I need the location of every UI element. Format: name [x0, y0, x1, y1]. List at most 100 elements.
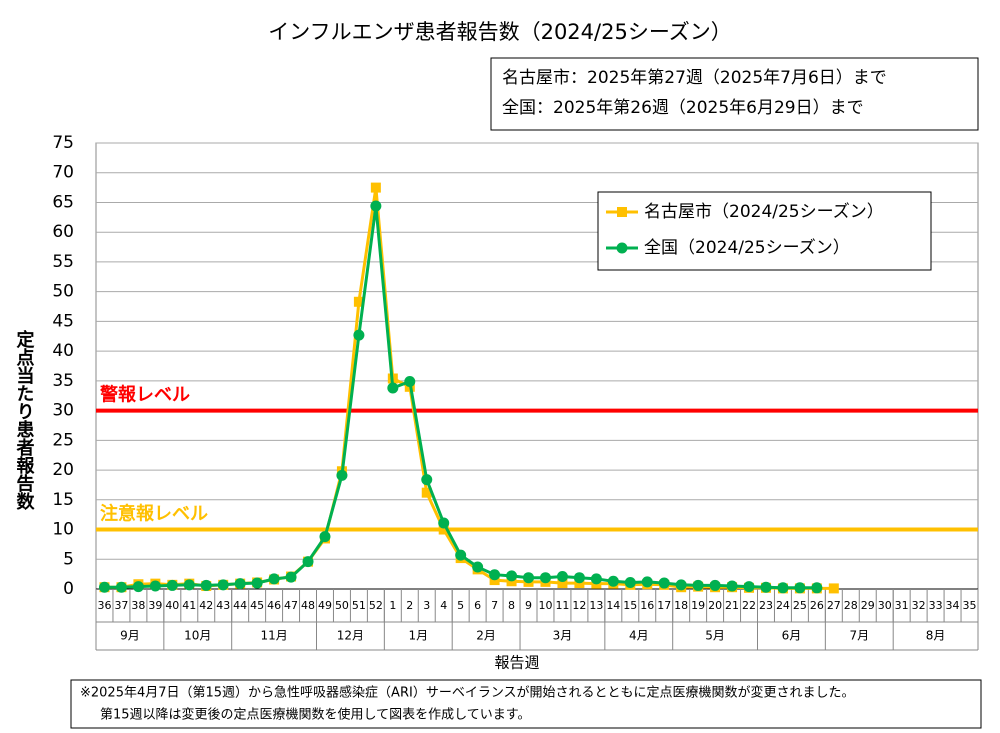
point-marker — [489, 569, 501, 581]
y-tick-label: 60 — [52, 222, 74, 242]
point-marker — [149, 580, 161, 592]
point-marker — [506, 570, 518, 582]
x-tick-label: 18 — [674, 599, 688, 612]
point-marker — [523, 572, 535, 584]
x-tick-label: 1 — [389, 599, 396, 612]
chart-title: インフルエンザ患者報告数（2024/25シーズン） — [268, 20, 732, 44]
point-marker — [709, 579, 721, 591]
month-label: 6月 — [782, 629, 802, 643]
x-tick-label: 10 — [538, 599, 552, 612]
x-tick-label: 43 — [216, 599, 230, 612]
x-tick-label: 5 — [457, 599, 464, 612]
month-label: 8月 — [926, 629, 946, 643]
y-tick-label: 40 — [52, 341, 74, 361]
reference-label: 警報レベル — [100, 384, 190, 406]
y-tick-label: 20 — [52, 460, 74, 480]
x-tick-label: 31 — [895, 599, 909, 612]
x-tick-label: 48 — [301, 599, 315, 612]
legend-marker — [617, 207, 627, 217]
month-label: 4月 — [629, 629, 649, 643]
point-marker — [285, 571, 297, 583]
month-label: 12月 — [337, 629, 364, 643]
point-marker — [302, 556, 314, 568]
month-label: 1月 — [408, 629, 428, 643]
info-line: 全国：2025年第26週（2025年6月29日）まで — [502, 98, 864, 118]
point-marker — [98, 581, 110, 593]
info-line: 名古屋市：2025年第27週（2025年7月6日）まで — [502, 68, 887, 88]
x-tick-label: 19 — [691, 599, 705, 612]
point-marker — [200, 579, 212, 591]
x-tick-label: 9 — [525, 599, 532, 612]
point-marker — [387, 382, 399, 394]
point-marker — [539, 572, 551, 584]
x-tick-label: 26 — [810, 599, 824, 612]
point-marker — [828, 583, 839, 594]
y-tick-label: 25 — [52, 430, 74, 450]
x-tick-label: 14 — [606, 599, 620, 612]
y-tick-label: 35 — [52, 371, 74, 391]
legend-box — [597, 191, 932, 271]
info-box — [490, 57, 979, 131]
x-tick-label: 17 — [657, 599, 671, 612]
x-tick-label: 2 — [406, 599, 413, 612]
x-tick-label: 41 — [182, 599, 196, 612]
y-tick-label: 5 — [63, 549, 74, 569]
x-tick-label: 36 — [97, 599, 111, 612]
point-marker — [455, 549, 467, 561]
y-tick-label: 30 — [52, 401, 74, 421]
point-marker — [607, 575, 619, 587]
point-marker — [777, 582, 789, 594]
x-tick-label: 49 — [318, 599, 332, 612]
point-marker — [438, 524, 449, 535]
x-tick-label: 39 — [148, 599, 162, 612]
y-tick-label: 0 — [63, 579, 74, 599]
x-tick-label: 34 — [946, 599, 960, 612]
y-tick-label: 50 — [52, 282, 74, 302]
x-tick-label: 22 — [742, 599, 756, 612]
point-marker — [472, 561, 484, 573]
point-marker — [760, 581, 772, 593]
point-marker — [624, 576, 636, 588]
y-tick-label: 10 — [52, 520, 74, 540]
x-tick-label: 3 — [423, 599, 430, 612]
point-marker — [370, 200, 382, 212]
x-tick-label: 7 — [491, 599, 498, 612]
point-marker — [557, 578, 568, 589]
x-tick-label: 52 — [369, 599, 383, 612]
y-tick-label: 70 — [52, 163, 74, 183]
x-tick-label: 16 — [640, 599, 654, 612]
footnote: ※2025年4月7日（第15週）から急性呼吸器感染症（ARI）サーベイランスが開… — [80, 685, 855, 701]
x-tick-label: 29 — [861, 599, 875, 612]
point-marker — [811, 582, 823, 594]
y-tick-label: 75 — [52, 133, 74, 153]
x-tick-label: 50 — [335, 599, 349, 612]
x-tick-label: 33 — [929, 599, 943, 612]
x-tick-label: 20 — [708, 599, 722, 612]
month-label: 2月 — [476, 629, 496, 643]
x-tick-label: 6 — [474, 599, 481, 612]
footnote: 第15週以降は変更後の定点医療機関数を使用して図表を作成しています。 — [100, 707, 530, 723]
point-marker — [573, 572, 585, 584]
x-tick-label: 35 — [963, 599, 977, 612]
point-marker — [556, 571, 568, 583]
point-marker — [692, 579, 704, 591]
x-tick-label: 13 — [589, 599, 603, 612]
point-marker — [319, 531, 331, 543]
x-tick-label: 15 — [623, 599, 637, 612]
legend-label: 名古屋市（2024/25シーズン） — [644, 202, 884, 222]
y-tick-label: 65 — [52, 192, 74, 212]
x-tick-label: 21 — [725, 599, 739, 612]
x-tick-label: 46 — [267, 599, 281, 612]
x-tick-label: 38 — [131, 599, 145, 612]
point-marker — [421, 474, 433, 486]
x-tick-label: 8 — [508, 599, 515, 612]
x-tick-label: 32 — [912, 599, 926, 612]
month-label: 5月 — [705, 629, 725, 643]
x-tick-label: 28 — [844, 599, 858, 612]
x-tick-label: 45 — [250, 599, 264, 612]
x-tick-label: 37 — [114, 599, 128, 612]
month-label: 7月 — [849, 629, 869, 643]
y-tick-label: 55 — [52, 252, 74, 272]
point-marker — [794, 582, 806, 594]
